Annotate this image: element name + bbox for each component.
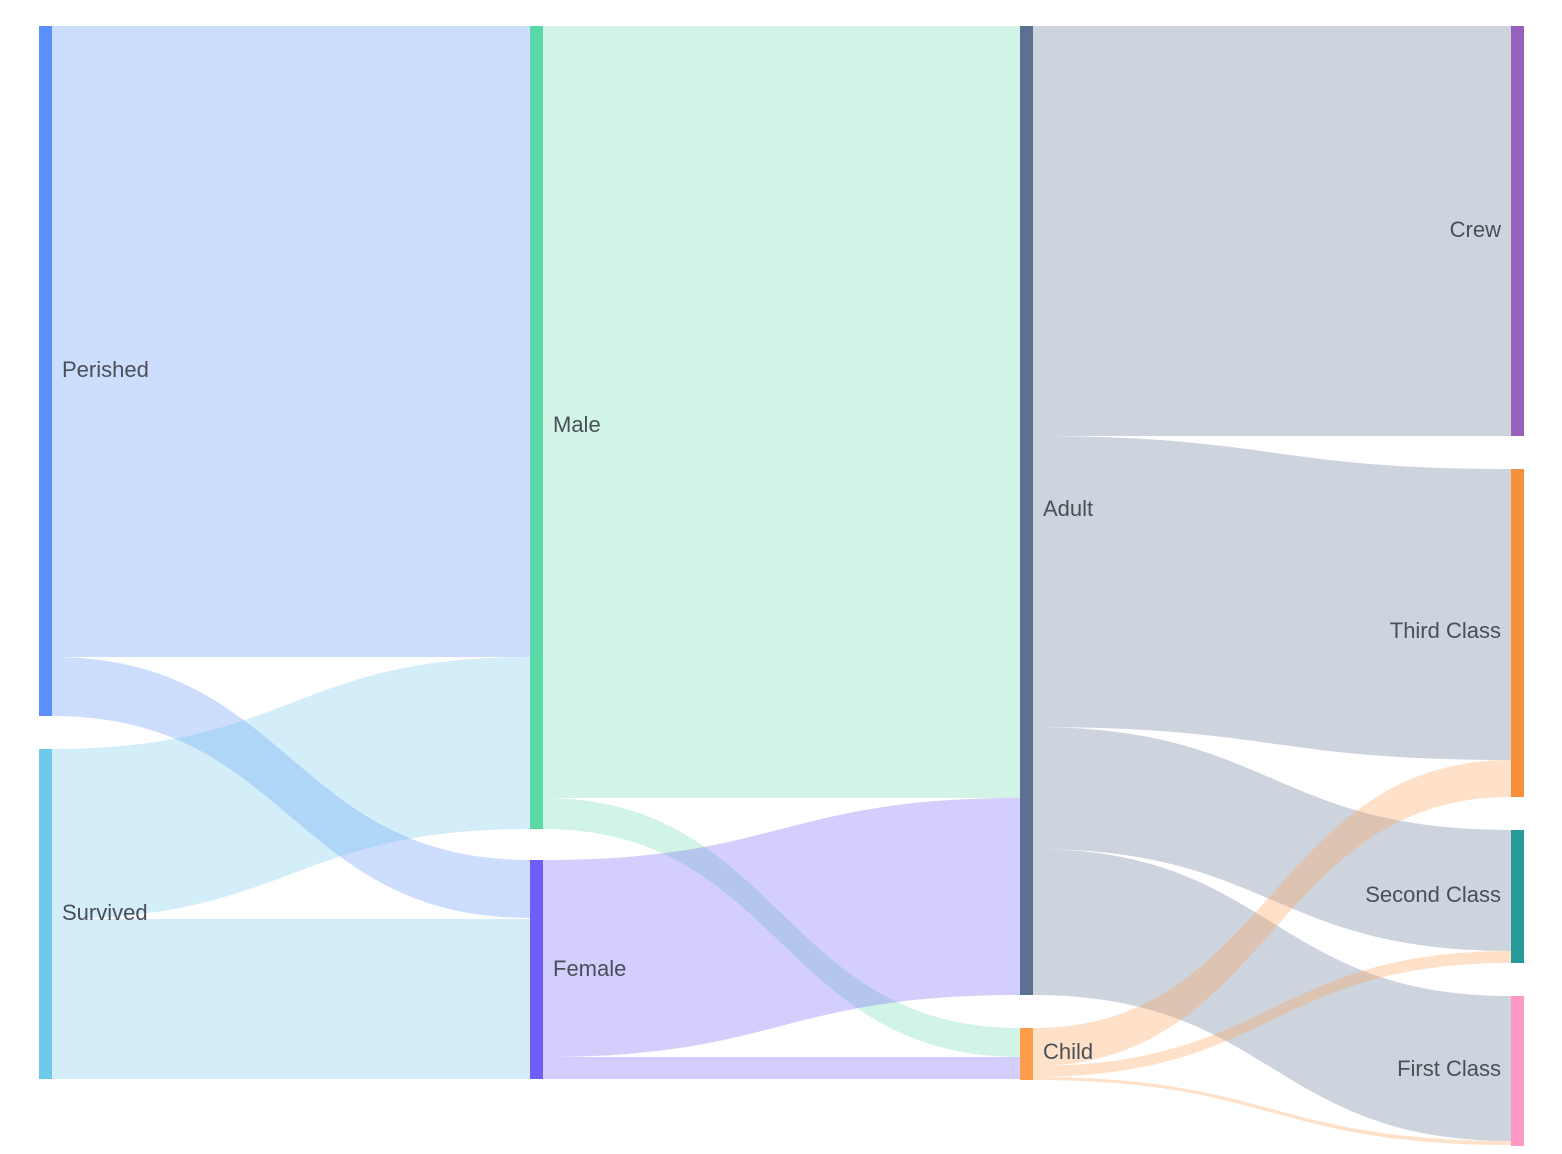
link-child-second bbox=[1033, 951, 1511, 1077]
label-third-class: Third Class bbox=[1390, 618, 1501, 643]
node-survived bbox=[39, 749, 52, 1079]
link-male-adult bbox=[543, 26, 1020, 798]
node-male bbox=[530, 26, 543, 829]
node-perished bbox=[39, 26, 52, 716]
label-survived: Survived bbox=[62, 900, 148, 925]
link-adult-second bbox=[1033, 727, 1511, 951]
labels: Perished Survived Male Female Adult Chil… bbox=[62, 217, 1501, 1081]
link-female-child bbox=[543, 1057, 1020, 1079]
link-adult-third bbox=[1033, 436, 1511, 760]
label-first-class: First Class bbox=[1397, 1056, 1501, 1081]
node-first-class bbox=[1511, 996, 1524, 1146]
node-adult bbox=[1020, 26, 1033, 995]
link-survived-male bbox=[52, 657, 530, 919]
links-survival-to-sex bbox=[52, 26, 530, 1079]
links-age-to-class bbox=[1033, 26, 1511, 1145]
node-female bbox=[530, 860, 543, 1079]
link-perished-female bbox=[52, 657, 530, 918]
node-child bbox=[1020, 1028, 1033, 1080]
link-child-first bbox=[1033, 1077, 1511, 1145]
link-male-child bbox=[543, 798, 1020, 1057]
node-second-class bbox=[1511, 830, 1524, 963]
link-adult-crew bbox=[1033, 26, 1511, 436]
links-sex-to-age bbox=[543, 26, 1020, 1079]
label-female: Female bbox=[553, 956, 626, 981]
link-survived-female bbox=[52, 919, 530, 1079]
label-second-class: Second Class bbox=[1365, 882, 1501, 907]
link-female-adult bbox=[543, 798, 1020, 1057]
label-perished: Perished bbox=[62, 357, 149, 382]
node-crew bbox=[1511, 26, 1524, 436]
node-third-class bbox=[1511, 469, 1524, 797]
label-adult: Adult bbox=[1043, 496, 1093, 521]
label-crew: Crew bbox=[1450, 217, 1501, 242]
nodes bbox=[39, 26, 1524, 1146]
label-male: Male bbox=[553, 412, 601, 437]
link-child-third bbox=[1033, 760, 1511, 1066]
label-child: Child bbox=[1043, 1039, 1093, 1064]
link-adult-first bbox=[1033, 849, 1511, 1141]
link-perished-male bbox=[52, 26, 530, 657]
